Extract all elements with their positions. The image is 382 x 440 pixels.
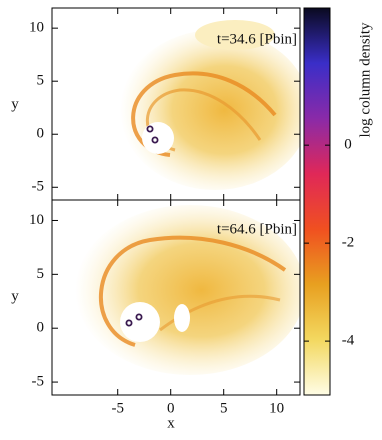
density-map-1	[120, 20, 300, 190]
x-axis-label: x	[167, 415, 175, 431]
colorbar-tick-label: -4	[342, 333, 355, 349]
y-tick-label: 0	[37, 320, 45, 336]
x-tick-label: -5	[111, 400, 124, 416]
y-tick-label: 0	[37, 126, 45, 142]
y-tick-label: 10	[29, 20, 44, 36]
y-tick-label: 5	[37, 73, 45, 89]
colorbar-tick-label: 0	[344, 137, 352, 153]
y-tick-label: 5	[37, 266, 45, 282]
y-tick-label: -5	[32, 374, 45, 390]
colorbar-tick-label: -2	[342, 235, 355, 251]
density-map-2	[75, 205, 300, 375]
annotation: t=34.6 [Pbin]	[217, 31, 297, 47]
x-tick-label: 5	[220, 400, 228, 416]
colorbar	[303, 7, 331, 396]
x-tick-label: 0	[167, 400, 175, 416]
y-tick-label: 10	[29, 212, 44, 228]
colorbar-label: log column density	[357, 22, 373, 137]
y-axis-label: y	[11, 288, 19, 304]
y-tick-label: -5	[32, 179, 45, 195]
annotation: t=64.6 [Pbin]	[217, 221, 297, 237]
y-axis-label: y	[11, 96, 19, 112]
panel-frame	[51, 199, 301, 396]
x-tick-label: 10	[269, 400, 284, 416]
